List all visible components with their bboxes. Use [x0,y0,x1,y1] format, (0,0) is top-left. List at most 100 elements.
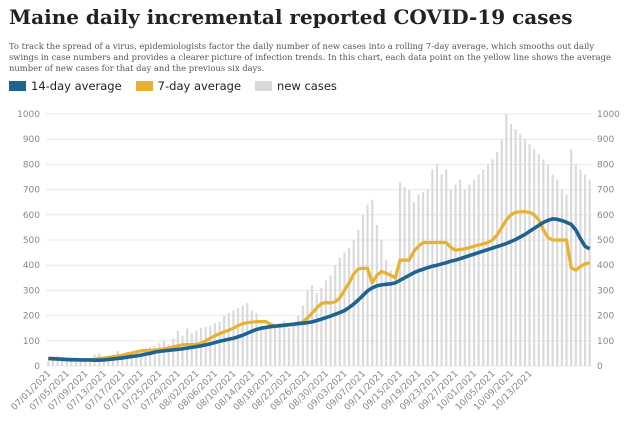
bar-new-cases [135,352,138,366]
bar-new-cases [509,124,513,366]
bar-new-cases [523,139,526,366]
bar-new-cases [588,179,591,366]
bar-new-cases [255,313,258,366]
bar-new-cases [65,360,68,366]
bar-new-cases [274,325,277,366]
chart-subtitle: To track the spread of a virus, epidemio… [9,41,611,73]
bar-new-cases [162,340,166,366]
chart-area: 0 100 200 300 400 500 600 700 800 900 1000 0 100 200… [10,110,620,413]
bar-new-cases [565,194,568,366]
bar-new-cases [398,182,402,366]
bar-new-cases [551,174,554,366]
bar-new-cases [130,353,133,366]
bar-new-cases [51,359,54,366]
bar-new-cases [139,354,142,366]
y-tick-left: 300 [23,286,40,296]
bar-new-cases [496,151,499,366]
bar-new-cases [505,114,508,366]
legend: 14-day average 7-day average new cases [9,78,351,94]
bar-new-cases [209,325,212,366]
bar-new-cases [121,355,124,366]
legend-label-14day: 14-day average [31,79,122,93]
bar-new-cases [84,359,87,366]
bar-new-cases [426,189,429,366]
bar-new-cases [477,174,480,366]
legend-swatch-7day [135,81,153,91]
bar-new-cases [570,149,573,366]
bar-new-cases [389,270,392,366]
bar-new-cases [158,343,161,366]
bar-new-cases [181,335,184,366]
bar-new-cases [537,154,540,366]
chart-title: Maine daily incremental reported COVID-1… [9,5,573,29]
bar-new-cases [408,189,411,366]
bar-new-cases [375,224,378,366]
y-tick-left: 400 [23,261,40,271]
gridlines [46,113,592,367]
bar-new-cases [500,139,503,366]
bar-new-cases [125,357,129,366]
y-tick-right: 0 [597,362,603,372]
y-tick-right: 700 [597,186,614,196]
bar-new-cases [144,350,147,366]
bar-new-cases [412,202,415,366]
bar-new-cases [264,328,267,366]
y-axis-left: 0 100 200 300 400 500 600 700 800 900 1000 [17,110,40,372]
bar-new-cases [260,325,263,366]
bar-new-cases [70,361,73,366]
bar-new-cases [269,326,272,366]
y-tick-right: 1000 [597,110,620,120]
bar-new-cases [75,358,78,366]
bar-new-cases [297,315,300,366]
y-tick-right: 600 [597,211,614,221]
bar-new-cases [542,159,545,366]
y-tick-left: 1000 [17,110,40,120]
legend-label-7day: 7-day average [157,79,242,93]
legend-swatch-14day [9,81,26,91]
bar-new-cases [153,345,156,366]
bar-new-cases [417,194,420,366]
bar-new-cases [584,174,587,366]
bar-new-cases [574,164,577,366]
bar-new-cases [306,290,309,366]
y-tick-right: 200 [597,312,614,322]
bar-new-cases [440,174,443,366]
line-14-day-average [48,217,591,363]
bar-new-cases [486,164,489,366]
y-tick-left: 0 [34,362,40,372]
bar-new-cases [385,260,388,366]
bar-new-cases [218,321,221,366]
bar-new-cases [491,159,494,366]
y-tick-right: 500 [597,236,614,246]
y-tick-left: 200 [23,312,40,322]
bar-new-cases [366,204,369,366]
legend-item-7day[interactable]: 7-day average [135,79,242,93]
legend-item-14day[interactable]: 14-day average [9,79,122,93]
bar-new-cases [47,360,50,366]
bar-new-cases [482,169,485,366]
bar-new-cases [190,333,193,366]
bar-new-cases [454,184,457,366]
bar-new-cases [292,324,295,366]
y-tick-left: 900 [23,135,40,145]
bar-new-cases [324,280,327,366]
y-tick-right: 800 [597,160,614,170]
bar-new-cases [149,347,152,366]
y-tick-left: 600 [23,211,40,221]
bar-new-cases [445,169,448,366]
bar-new-cases [315,292,318,366]
bar-new-cases [449,189,452,366]
bar-new-cases [88,358,91,366]
y-tick-left: 700 [23,186,40,196]
bar-new-cases [459,179,462,366]
bar-new-cases [422,192,425,366]
bar-new-cases [528,144,531,366]
bar-new-cases [301,305,304,366]
legend-item-new-cases[interactable]: new cases [255,79,337,93]
bar-new-cases [61,357,64,366]
bar-new-cases [311,285,314,366]
y-tick-left: 100 [23,337,40,347]
bar-new-cases [380,240,383,366]
bar-new-cases [519,134,522,366]
y-axis-right: 0 100 200 300 400 500 600 700 800 900 1000 [597,110,620,372]
